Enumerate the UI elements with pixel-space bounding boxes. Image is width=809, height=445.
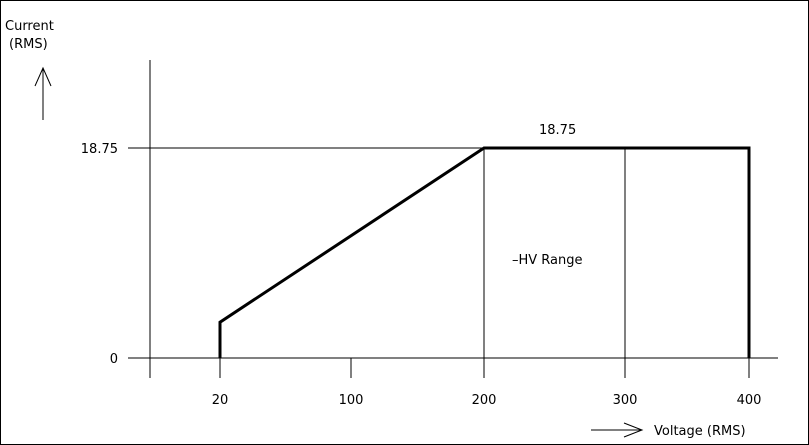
x-tick-label-400: 400 xyxy=(737,393,762,408)
x-tick-label-20: 20 xyxy=(212,393,229,408)
series-line-current xyxy=(218,146,751,358)
top-value-annotation: 18.75 xyxy=(539,123,576,138)
x-axis-arrow-icon xyxy=(591,422,644,438)
x-tick-label-300: 300 xyxy=(613,393,638,408)
y-tick-label-0: 0 xyxy=(110,352,118,367)
hv-range-annotation: –HV Range xyxy=(512,253,583,268)
x-tick-label-100: 100 xyxy=(339,393,364,408)
x-tick-label-200: 200 xyxy=(472,393,497,408)
y-axis-label-line1: Current xyxy=(5,19,54,34)
y-tick-label-18.75: 18.75 xyxy=(81,142,118,157)
y-axis-arrow-icon xyxy=(34,66,52,120)
y-axis-label-line2: (RMS) xyxy=(9,37,48,52)
x-axis-label: Voltage (RMS) xyxy=(654,424,746,439)
